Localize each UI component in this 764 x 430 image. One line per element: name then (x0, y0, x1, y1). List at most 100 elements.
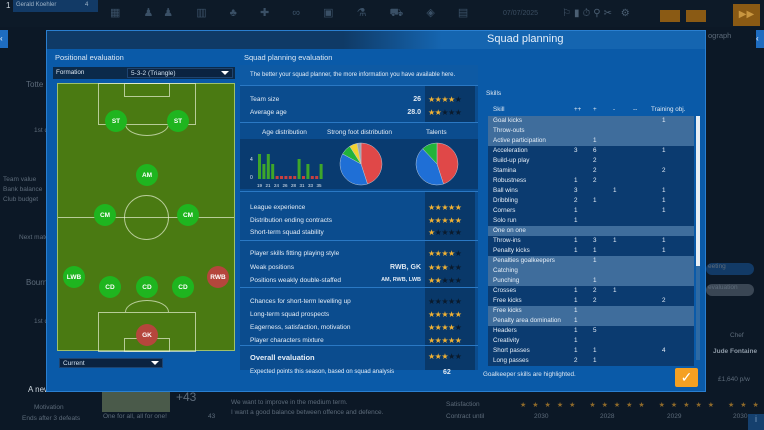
pie-slice (339, 153, 368, 186)
star-icon: ★ (448, 203, 455, 212)
skills-footer: Goalkeeper skills are highlighted. (483, 371, 576, 378)
col-skill[interactable]: Skill (493, 106, 505, 113)
meeting-label: eeting (708, 263, 726, 270)
star-icon: ★ (434, 108, 442, 117)
skill-count: 1 (574, 307, 578, 314)
objective-image (102, 392, 170, 412)
star-icon: ★ (448, 276, 455, 285)
tool-icons[interactable]: ⚐▮⏱⚲✂ ⚙ (562, 8, 633, 19)
pie-slice (356, 142, 362, 165)
position-cm[interactable]: CM (94, 204, 116, 226)
evaluation-button[interactable]: evaluation (706, 284, 754, 296)
evaluation-stars: ★★★★★ (428, 297, 462, 306)
skill-row[interactable]: One on one (488, 226, 694, 236)
col-plus-plus[interactable]: ++ (574, 106, 582, 113)
skill-count: 2 (593, 287, 597, 294)
skill-row[interactable]: Throw-ins 1 3 1 1 (488, 236, 694, 246)
skill-count: 1 (593, 357, 597, 364)
skill-row[interactable]: Punching 1 (488, 276, 694, 286)
scrollbar[interactable] (696, 116, 700, 360)
evaluation-label: Player skills fitting playing style (250, 250, 340, 257)
skill-row[interactable]: Active participation 1 (488, 136, 694, 146)
age-tick: 33 (308, 183, 314, 188)
position-cd[interactable]: CD (136, 276, 158, 298)
star-icon: ★ (454, 297, 462, 306)
skill-row[interactable]: Goal kicks 1 (488, 116, 694, 126)
skill-count: 1 (574, 247, 578, 254)
skill-row[interactable]: Free kicks 1 (488, 306, 694, 316)
position-cm[interactable]: CM (177, 204, 199, 226)
info-icon[interactable]: i (748, 414, 764, 430)
calendar-button-2[interactable] (686, 10, 706, 22)
skill-count: 1 (662, 197, 666, 204)
skill-name: Headers (493, 327, 517, 334)
position-am[interactable]: AM (136, 164, 158, 186)
skill-name: Corners (493, 207, 516, 214)
skill-row[interactable]: Short passes 1 1 4 (488, 346, 694, 356)
skill-row[interactable]: Throw-outs (488, 126, 694, 136)
staff-wage: £1,640 p/w (718, 376, 750, 383)
manager-badge[interactable]: Gerald Koehler 4 (13, 0, 98, 12)
skill-row[interactable]: Ball wins 3 1 1 (488, 186, 694, 196)
position-rwb[interactable]: RWB (207, 266, 229, 288)
view-select[interactable]: Current (59, 358, 163, 368)
col-minus-minus[interactable]: -- (633, 106, 638, 113)
skill-row[interactable]: Headers 1 5 (488, 326, 694, 336)
age-bar (302, 176, 305, 179)
evaluation-label: Distribution ending contracts (250, 217, 333, 224)
plus-value: +43 (176, 390, 197, 404)
calendar-button[interactable] (660, 10, 680, 22)
foot-distribution-title: Strong foot distribution (327, 129, 393, 136)
skill-row[interactable]: Acceleration 3 6 1 (488, 146, 694, 156)
position-st[interactable]: ST (105, 110, 127, 132)
manager-name: Gerald Koehler (16, 2, 57, 8)
skill-row[interactable]: Dribbling 2 1 1 (488, 196, 694, 206)
formation-select[interactable]: 5-3-2 (Triangle) (127, 68, 233, 78)
skill-row[interactable]: Catching (488, 266, 694, 276)
skill-row[interactable]: Free kicks 1 2 2 (488, 296, 694, 306)
star-icon: ★ (441, 108, 449, 117)
dialog-title-bar: Squad planning (47, 31, 705, 49)
evaluation-label: Player characters mixture (250, 337, 324, 344)
skill-row[interactable]: Long passes 2 1 (488, 356, 694, 366)
collapse-left-icon[interactable]: ‹ (0, 30, 8, 48)
evaluation-stars: ★★★★★ (428, 323, 462, 332)
talents-title: Talents (426, 129, 447, 136)
skill-row[interactable]: Corners 1 1 (488, 206, 694, 216)
skill-row[interactable]: Crosses 1 2 1 (488, 286, 694, 296)
continue-button[interactable]: ▶▶ (733, 4, 760, 26)
skill-row[interactable]: Robustness 1 2 (488, 176, 694, 186)
position-lwb[interactable]: LWB (63, 266, 85, 288)
position-cd[interactable]: CD (172, 276, 194, 298)
background-left-panel: Totte 1st d Team value Bank balance Club… (0, 30, 80, 430)
skill-count: 2 (593, 297, 597, 304)
skill-count: 6 (593, 147, 597, 154)
skill-count: 4 (662, 347, 666, 354)
col-training-obj[interactable]: Training obj. (651, 106, 686, 113)
position-cd[interactable]: CD (99, 276, 121, 298)
skill-row[interactable]: Stamina 2 2 (488, 166, 694, 176)
skill-row[interactable]: Solo run 1 (488, 216, 694, 226)
nav-icons[interactable]: ▦ ♟♟ ▥ ♣ ✚ ∞ ▣ ⚗ ⛟ ◈ ▤ ✎ ♛ ⚚ ▦ ✕ ♟ (110, 7, 480, 19)
col-plus[interactable]: + (593, 106, 597, 113)
motto-value: 43 (208, 413, 216, 420)
position-gk[interactable]: GK (136, 324, 158, 346)
confirm-button[interactable]: ✓ (675, 368, 698, 387)
skill-row[interactable]: Build-up play 2 (488, 156, 694, 166)
age-bar (288, 176, 292, 179)
col-minus[interactable]: - (613, 106, 616, 113)
skill-row[interactable]: Penalties goalkeepers 1 (488, 256, 694, 266)
pie-slice (422, 142, 438, 165)
collapse-right-icon[interactable]: ‹ (756, 30, 764, 48)
star-icon: ★ (448, 352, 455, 361)
skill-row[interactable]: Creativity 1 (488, 336, 694, 346)
age-bar (297, 159, 301, 179)
skill-row[interactable]: Penalty area domination 1 (488, 316, 694, 326)
skill-row[interactable]: Penalty kicks 1 1 1 (488, 246, 694, 256)
next-match-label: Next match (19, 234, 52, 241)
position-st[interactable]: ST (167, 110, 189, 132)
star-icon: ★ (454, 108, 462, 117)
skill-name: Goal kicks (493, 117, 523, 124)
right-tab[interactable]: ograph (708, 31, 732, 40)
meeting-button[interactable]: eeting (706, 263, 754, 275)
